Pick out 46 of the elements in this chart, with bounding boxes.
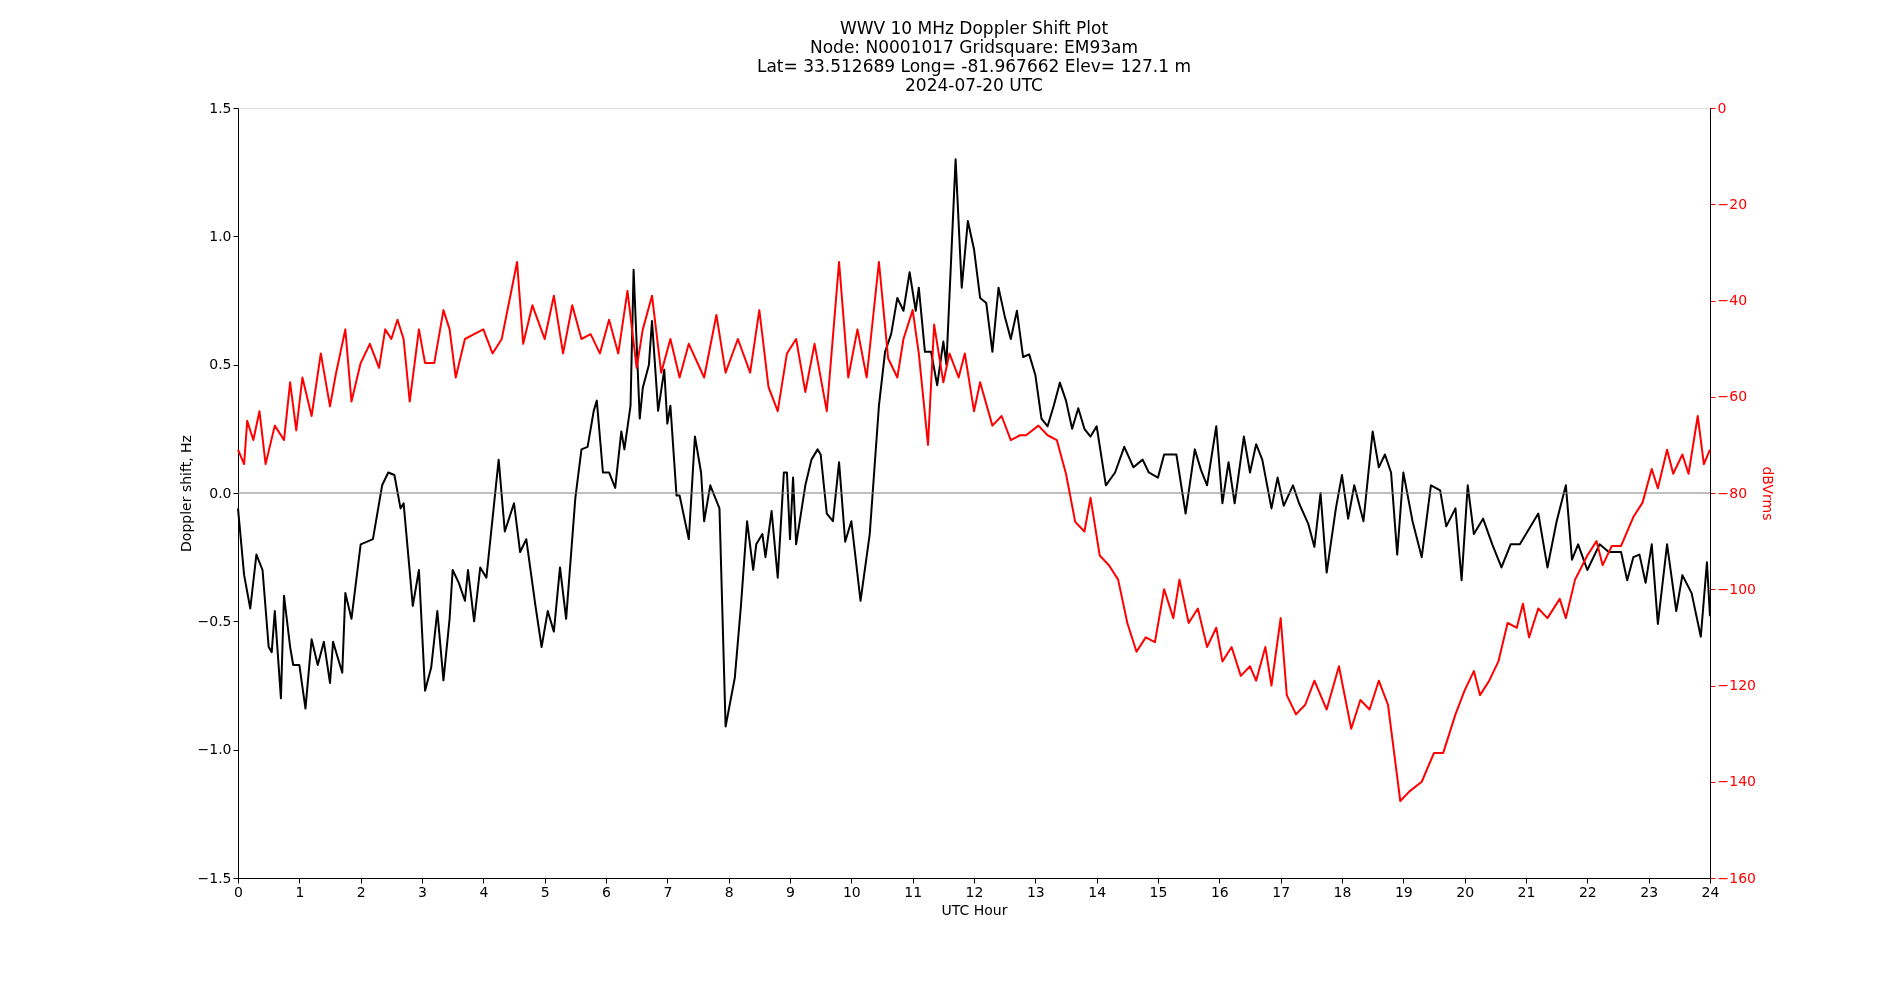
x-tick-label: 21 (1517, 883, 1536, 900)
y2-tick-label: −80 (1717, 484, 1748, 501)
x-tick-label: 3 (418, 883, 427, 900)
y2-tick-label: −60 (1717, 388, 1748, 405)
y-tick-label: 1.5 (209, 99, 232, 116)
x-tick-label: 22 (1578, 883, 1597, 900)
x-tick-label: 24 (1701, 883, 1720, 900)
y-axis-title: Doppler shift, Hz (177, 435, 194, 552)
y-tick-label: 1.0 (209, 227, 232, 244)
y-tick-label: −0.5 (197, 612, 232, 629)
x-tick-label: 19 (1394, 883, 1413, 900)
x-tick-label: 9 (786, 883, 795, 900)
x-tick-label: 23 (1640, 883, 1659, 900)
x-tick-label: 1 (295, 883, 305, 900)
y2-axis-title: dBVrms (1759, 466, 1776, 521)
y2-tick-label: −140 (1717, 773, 1756, 790)
x-tick-label: 16 (1210, 883, 1229, 900)
line-series (237, 261, 1711, 802)
y2-tick-label: −20 (1717, 195, 1748, 212)
y-tick-label: 0.0 (209, 484, 232, 501)
x-tick-label: 11 (904, 883, 923, 900)
x-tick-label: 0 (234, 883, 243, 900)
x-tick-label: 8 (724, 883, 734, 900)
x-tick-label: 5 (540, 883, 550, 900)
y2-tick-label: −160 (1717, 869, 1756, 886)
y2-tick-label: −120 (1717, 677, 1756, 693)
x-tick-label: 7 (663, 883, 673, 900)
x-tick-label: 12 (965, 883, 984, 900)
x-tick-label: 4 (479, 883, 489, 900)
x-axis-title: UTC Hour (941, 901, 1008, 918)
y-tick-label: 0.5 (209, 356, 232, 373)
x-tick-label: 18 (1333, 883, 1352, 900)
y-tick-label: −1.5 (197, 869, 232, 886)
x-tick-label: 13 (1026, 883, 1045, 900)
y2-tick-label: 0 (1717, 99, 1727, 116)
x-tick-label: 10 (842, 883, 861, 900)
x-tick-label: 15 (1149, 883, 1168, 900)
y-tick-label: −1.0 (197, 741, 232, 758)
y2-tick-label: −40 (1717, 292, 1748, 308)
x-tick-label: 17 (1272, 883, 1291, 900)
x-tick-label: 6 (602, 883, 612, 900)
chart-title: WWV 10 MHz Doppler Shift Plot Node: N0001017 Gridsquare: EM93am Lat= 33.512689 Long= -81.967662 Elev= 127.1 m 2024-07-20 UTC (756, 18, 1192, 95)
y2-tick-label: −100 (1717, 580, 1756, 597)
x-tick-label: 20 (1456, 883, 1475, 900)
x-tick-label: 2 (356, 883, 366, 900)
x-tick-label: 14 (1088, 883, 1107, 900)
